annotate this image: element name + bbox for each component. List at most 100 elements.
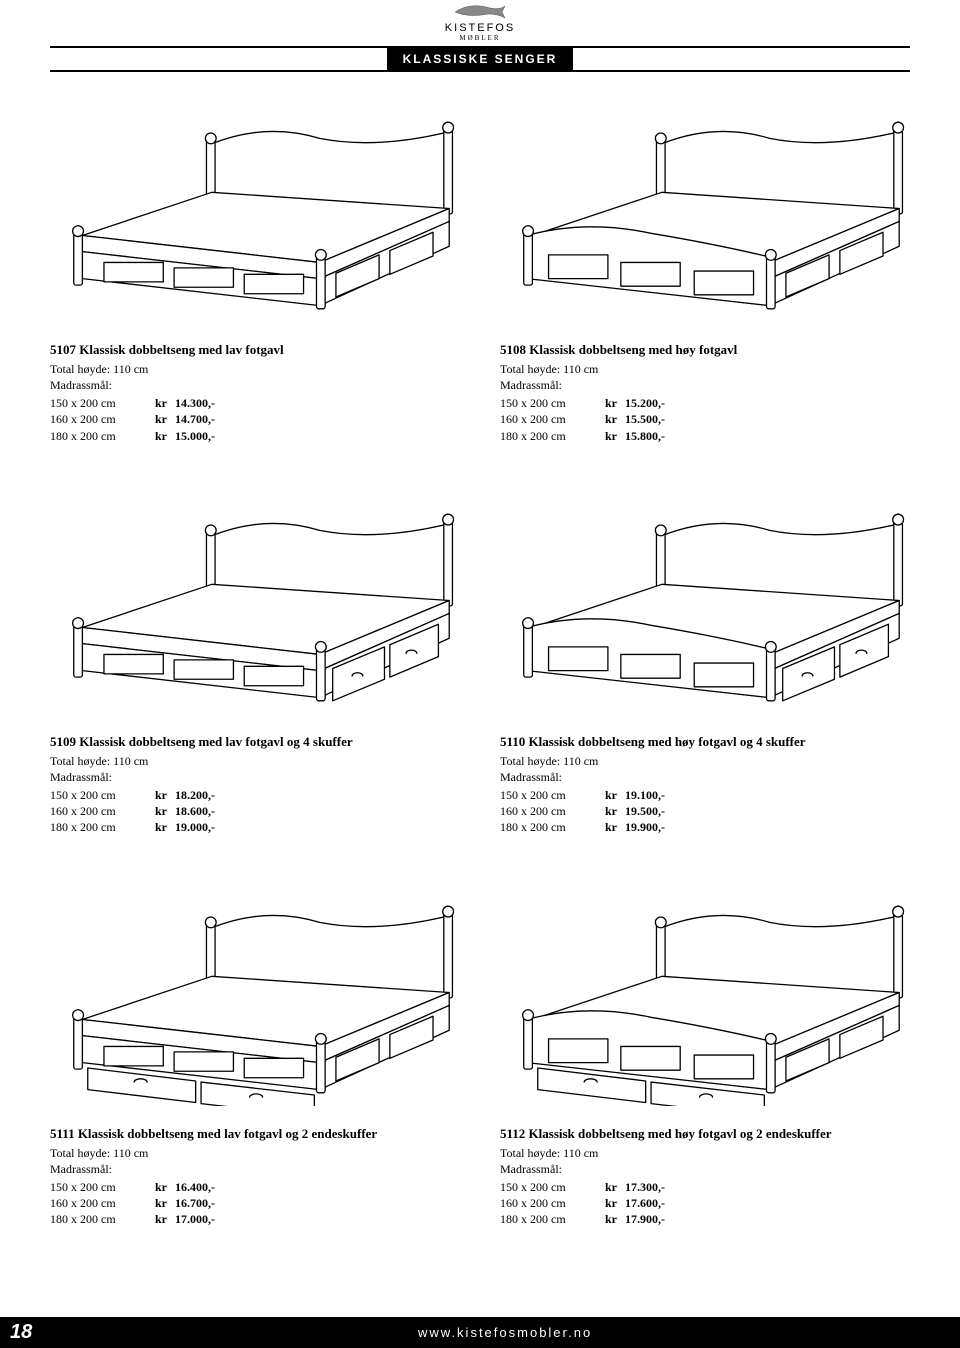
price-value: 15.500,- <box>625 411 665 427</box>
product-cell: 5112 Klassisk dobbeltseng med høy fotgav… <box>500 886 910 1228</box>
price-value: 15.800,- <box>625 428 665 444</box>
price-list: 150 x 200 cmkr15.200,-160 x 200 cmkr15.5… <box>500 395 910 444</box>
price-list: 150 x 200 cmkr18.200,-160 x 200 cmkr18.6… <box>50 787 460 836</box>
price-size: 150 x 200 cm <box>50 787 155 803</box>
price-value: 17.900,- <box>625 1211 665 1227</box>
price-row: 180 x 200 cmkr19.900,- <box>500 819 910 835</box>
price-list: 150 x 200 cmkr16.400,-160 x 200 cmkr16.7… <box>50 1179 460 1228</box>
product-height: Total høyde: 110 cm <box>500 1145 910 1161</box>
product-title: 5110 Klassisk dobbeltseng med høy fotgav… <box>500 734 910 751</box>
currency-label: kr <box>605 787 625 803</box>
price-size: 160 x 200 cm <box>50 803 155 819</box>
price-row: 150 x 200 cmkr18.200,- <box>50 787 460 803</box>
price-row: 160 x 200 cmkr17.600,- <box>500 1195 910 1211</box>
price-value: 15.200,- <box>625 395 665 411</box>
product-image <box>50 102 460 322</box>
brand-name: KISTEFOS <box>50 22 910 34</box>
product-image <box>500 102 910 322</box>
price-list: 150 x 200 cmkr17.300,-160 x 200 cmkr17.6… <box>500 1179 910 1228</box>
currency-label: kr <box>155 395 175 411</box>
price-size: 160 x 200 cm <box>50 411 155 427</box>
price-list: 150 x 200 cmkr19.100,-160 x 200 cmkr19.5… <box>500 787 910 836</box>
madrass-label: Madrassmål: <box>500 769 910 785</box>
currency-label: kr <box>155 428 175 444</box>
currency-label: kr <box>605 428 625 444</box>
price-size: 150 x 200 cm <box>50 395 155 411</box>
currency-label: kr <box>605 1179 625 1195</box>
price-row: 150 x 200 cmkr16.400,- <box>50 1179 460 1195</box>
page-footer: 18 www.kistefosmobler.no <box>0 1317 960 1348</box>
currency-label: kr <box>155 819 175 835</box>
price-row: 180 x 200 cmkr15.800,- <box>500 428 910 444</box>
price-size: 150 x 200 cm <box>500 395 605 411</box>
currency-label: kr <box>155 1179 175 1195</box>
price-size: 180 x 200 cm <box>500 1211 605 1227</box>
product-image <box>50 494 460 714</box>
price-value: 14.300,- <box>175 395 215 411</box>
price-value: 16.400,- <box>175 1179 215 1195</box>
price-row: 160 x 200 cmkr16.700,- <box>50 1195 460 1211</box>
price-list: 150 x 200 cmkr14.300,-160 x 200 cmkr14.7… <box>50 395 460 444</box>
currency-label: kr <box>605 1211 625 1227</box>
currency-label: kr <box>605 1195 625 1211</box>
price-size: 160 x 200 cm <box>50 1195 155 1211</box>
price-size: 160 x 200 cm <box>500 1195 605 1211</box>
section-title-wrap: KLASSISKE SENGER <box>50 48 910 70</box>
product-cell: 5108 Klassisk dobbeltseng med høy fotgav… <box>500 102 910 444</box>
product-grid: 5107 Klassisk dobbeltseng med lav fotgav… <box>50 102 910 1227</box>
price-value: 16.700,- <box>175 1195 215 1211</box>
price-size: 180 x 200 cm <box>500 819 605 835</box>
price-value: 17.300,- <box>625 1179 665 1195</box>
price-value: 19.100,- <box>625 787 665 803</box>
price-row: 180 x 200 cmkr17.000,- <box>50 1211 460 1227</box>
price-row: 150 x 200 cmkr15.200,- <box>500 395 910 411</box>
price-value: 19.000,- <box>175 819 215 835</box>
currency-label: kr <box>605 395 625 411</box>
product-height: Total høyde: 110 cm <box>50 753 460 769</box>
madrass-label: Madrassmål: <box>500 1161 910 1177</box>
product-title: 5107 Klassisk dobbeltseng med lav fotgav… <box>50 342 460 359</box>
madrass-label: Madrassmål: <box>50 769 460 785</box>
currency-label: kr <box>605 803 625 819</box>
product-image <box>500 494 910 714</box>
product-height: Total høyde: 110 cm <box>500 753 910 769</box>
product-title: 5109 Klassisk dobbeltseng med lav fotgav… <box>50 734 460 751</box>
madrass-label: Madrassmål: <box>500 377 910 393</box>
price-value: 19.500,- <box>625 803 665 819</box>
price-row: 160 x 200 cmkr18.600,- <box>50 803 460 819</box>
catalog-page: KISTEFOS MØBLER KLASSISKE SENGER 5107 Kl… <box>0 0 960 1297</box>
price-value: 14.700,- <box>175 411 215 427</box>
price-size: 150 x 200 cm <box>50 1179 155 1195</box>
price-value: 18.200,- <box>175 787 215 803</box>
product-row: 5111 Klassisk dobbeltseng med lav fotgav… <box>50 886 910 1228</box>
product-row: 5107 Klassisk dobbeltseng med lav fotgav… <box>50 102 910 444</box>
price-size: 150 x 200 cm <box>500 787 605 803</box>
header-rule-bottom <box>50 70 910 72</box>
product-cell: 5109 Klassisk dobbeltseng med lav fotgav… <box>50 494 460 836</box>
madrass-label: Madrassmål: <box>50 1161 460 1177</box>
price-size: 180 x 200 cm <box>50 1211 155 1227</box>
price-value: 18.600,- <box>175 803 215 819</box>
price-size: 160 x 200 cm <box>500 803 605 819</box>
price-row: 180 x 200 cmkr17.900,- <box>500 1211 910 1227</box>
product-height: Total høyde: 110 cm <box>500 361 910 377</box>
product-height: Total høyde: 110 cm <box>50 361 460 377</box>
product-cell: 5110 Klassisk dobbeltseng med høy fotgav… <box>500 494 910 836</box>
footer-url: www.kistefosmobler.no <box>50 1317 960 1348</box>
product-cell: 5111 Klassisk dobbeltseng med lav fotgav… <box>50 886 460 1228</box>
product-row: 5109 Klassisk dobbeltseng med lav fotgav… <box>50 494 910 836</box>
price-row: 160 x 200 cmkr14.700,- <box>50 411 460 427</box>
currency-label: kr <box>605 411 625 427</box>
product-image <box>500 886 910 1106</box>
price-row: 160 x 200 cmkr15.500,- <box>500 411 910 427</box>
price-row: 150 x 200 cmkr17.300,- <box>500 1179 910 1195</box>
price-size: 150 x 200 cm <box>500 1179 605 1195</box>
madrass-label: Madrassmål: <box>50 377 460 393</box>
price-size: 180 x 200 cm <box>500 428 605 444</box>
price-size: 180 x 200 cm <box>50 819 155 835</box>
price-value: 15.000,- <box>175 428 215 444</box>
product-title: 5112 Klassisk dobbeltseng med høy fotgav… <box>500 1126 910 1143</box>
product-cell: 5107 Klassisk dobbeltseng med lav fotgav… <box>50 102 460 444</box>
brand-subtitle: MØBLER <box>50 34 910 42</box>
price-row: 150 x 200 cmkr19.100,- <box>500 787 910 803</box>
